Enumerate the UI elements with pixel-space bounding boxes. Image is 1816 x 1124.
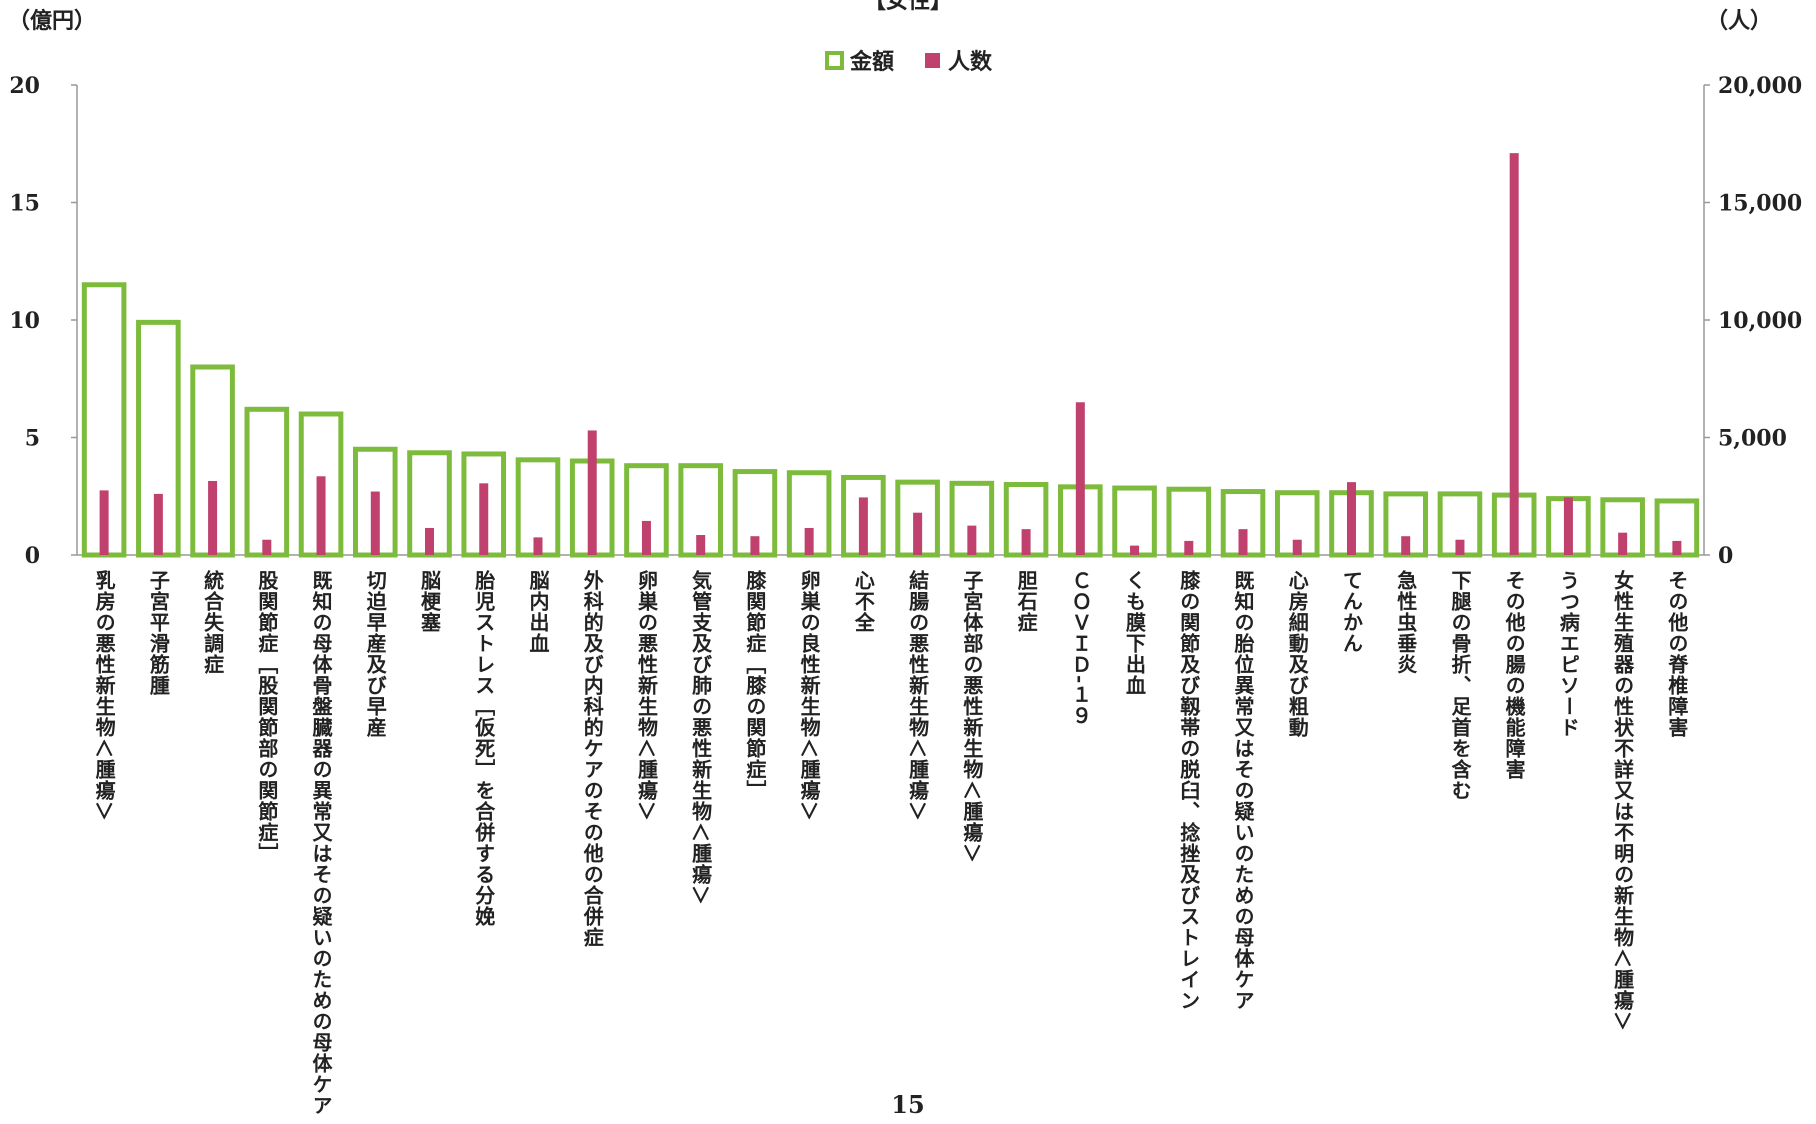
category-label: 気管支及び肺の悪性新生物＜腫瘍＞ [688, 570, 713, 906]
category-label: 膝の関節及び靱帯の脱臼、捻挫及びストレイン [1176, 570, 1201, 1011]
count-bar [1292, 539, 1302, 555]
legend-count-label: 人数 [948, 49, 993, 75]
chart-title: 【女性】 [864, 0, 952, 14]
left-tick-label: 20 [9, 73, 40, 99]
category-label: 子宮平滑筋腫 [146, 570, 171, 696]
left-tick-label: 10 [9, 308, 40, 334]
count-bar [479, 483, 489, 555]
category-label: うつ病エピソード [1556, 570, 1581, 738]
category-label: ＣＯＶＩＤ-１９ [1068, 570, 1093, 727]
category-label: その他の脊椎障害 [1664, 570, 1689, 738]
category-label: 統合失調症 [200, 570, 225, 675]
left-axis-unit: （億円） [8, 8, 96, 34]
count-bar [1509, 153, 1519, 555]
count-bar [804, 527, 814, 555]
count-bar [967, 525, 977, 555]
count-bar [1618, 532, 1628, 555]
count-bar [1346, 482, 1356, 555]
count-bar [858, 497, 868, 555]
legend: 金額 人数 [825, 49, 993, 75]
count-bar [1130, 545, 1140, 555]
right-tick-label: 15,000 [1718, 191, 1802, 217]
left-tick-label: 15 [9, 191, 40, 217]
right-axis-unit: （人） [1706, 8, 1772, 34]
category-label: 胆石症 [1014, 570, 1039, 633]
count-bar [641, 520, 651, 555]
category-label: 女性生殖器の性状不詳又は不明の新生物＜腫瘍＞ [1610, 570, 1635, 1032]
count-bar [587, 430, 597, 555]
page-number: 15 [891, 1090, 925, 1119]
amount-bar [244, 406, 290, 558]
count-bar [370, 491, 380, 555]
category-label: 切迫早産及び早産 [363, 570, 388, 738]
count-bar [99, 490, 109, 555]
count-bar [208, 480, 218, 555]
count-bar [913, 512, 923, 555]
right-tick-label: 0 [1718, 543, 1733, 569]
count-bar [533, 537, 543, 555]
category-label: 卵巣の悪性新生物＜腫瘍＞ [634, 570, 659, 822]
count-bar [316, 476, 326, 555]
category-label: 胎児ストレス［仮死］を合併する分娩 [471, 570, 496, 927]
right-tick-label: 20,000 [1718, 73, 1802, 99]
count-bar [262, 539, 272, 555]
count-bar [1401, 536, 1411, 555]
category-label: 下腿の骨折、足首を含む [1447, 570, 1472, 801]
legend-amount-label: 金額 [849, 49, 894, 75]
category-label: 心不全 [851, 570, 876, 633]
category-label: 外科的及び内科的ケアのその他の合併症 [580, 570, 605, 948]
count-bars [99, 153, 1682, 555]
count-bar [696, 535, 706, 555]
category-label: 既知の胎位異常又はその疑いのための母体ケア [1231, 570, 1256, 1011]
count-bar [1075, 402, 1085, 555]
count-bar [1238, 529, 1248, 555]
count-bar [425, 527, 435, 555]
count-bar [1021, 529, 1031, 555]
right-tick-label: 10,000 [1718, 308, 1802, 334]
category-label: 膝関節症［膝の関節症］ [742, 570, 767, 801]
count-bar [1672, 540, 1682, 555]
count-bar [1184, 540, 1194, 555]
category-label: 急性虫垂炎 [1393, 570, 1418, 675]
category-label: 股関節症［股関節部の関節症］ [254, 570, 279, 864]
category-label: くも膜下出血 [1122, 570, 1147, 696]
category-label: てんかん [1339, 570, 1364, 654]
left-tick-label: 0 [25, 543, 40, 569]
category-label: その他の腸の機能障害 [1502, 570, 1527, 780]
count-bar [1455, 539, 1465, 555]
category-label: 既知の母体骨盤臓器の異常又はその疑いのための母体ケア [309, 570, 334, 1116]
category-label: 心房細動及び粗動 [1285, 570, 1310, 738]
category-label: 結腸の悪性新生物＜腫瘍＞ [905, 570, 930, 822]
category-label: 脳内出血 [525, 570, 550, 654]
count-bar [153, 493, 163, 555]
category-label: 子宮体部の悪性新生物＜腫瘍＞ [959, 570, 984, 864]
amount-bars [81, 282, 1700, 558]
category-label: 乳房の悪性新生物＜腫瘍＞ [92, 570, 117, 822]
right-axis-ticks: 0 5,000 10,000 15,000 20,000 [1704, 73, 1802, 569]
left-axis-ticks: 0 5 10 15 20 [9, 73, 77, 569]
legend-amount-swatch [825, 51, 844, 70]
count-bar [1563, 497, 1573, 555]
amount-bar [1112, 485, 1157, 558]
category-label: 卵巣の良性新生物＜腫瘍＞ [797, 570, 822, 822]
left-tick-label: 5 [25, 426, 40, 452]
count-bar [750, 536, 760, 555]
category-label: 脳梗塞 [417, 570, 442, 633]
legend-count-swatch [925, 53, 940, 68]
right-tick-label: 5,000 [1718, 426, 1787, 452]
